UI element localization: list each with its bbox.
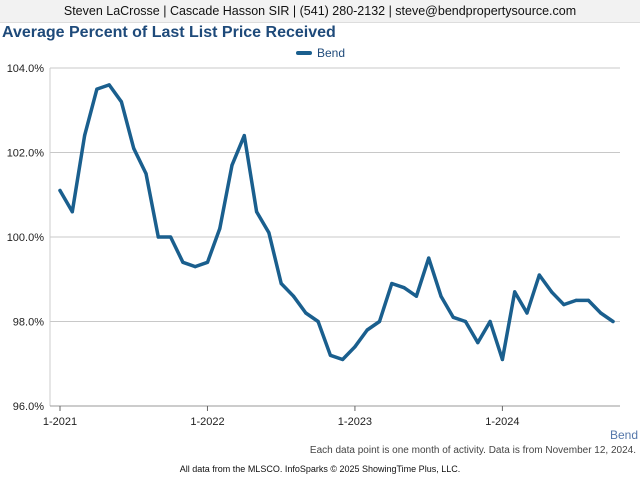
- data-point: [70, 210, 74, 214]
- data-point: [291, 294, 296, 298]
- data-point: [402, 286, 406, 290]
- data-point: [181, 260, 185, 264]
- data-point: [218, 226, 222, 231]
- x-tick-label: 1-2023: [338, 416, 372, 428]
- y-tick-label: 104.0%: [7, 63, 45, 75]
- contact-header: Steven LaCrosse | Cascade Hasson SIR | (…: [0, 0, 640, 23]
- data-point: [463, 319, 468, 324]
- data-note: Each data point is one month of activity…: [309, 445, 636, 456]
- data-point: [451, 315, 455, 319]
- data-point: [132, 146, 136, 150]
- data-point: [427, 256, 431, 260]
- data-point: [537, 273, 541, 277]
- data-point: [488, 319, 492, 324]
- x-tick-label: 1-2021: [43, 416, 77, 428]
- data-point: [390, 281, 394, 286]
- data-point: [83, 134, 87, 138]
- series-line-bend: [58, 83, 615, 362]
- data-point: [328, 353, 332, 357]
- data-point: [574, 298, 578, 302]
- data-point: [500, 357, 504, 362]
- y-tick-label: 102.0%: [7, 148, 45, 160]
- data-point: [525, 311, 529, 315]
- data-point: [377, 319, 382, 324]
- data-point: [562, 303, 566, 307]
- data-point: [586, 298, 591, 302]
- y-tick-label: 100.0%: [7, 232, 45, 244]
- footer-credit: All data from the MLSCO. InfoSparks © 20…: [179, 464, 461, 474]
- data-point: [144, 172, 148, 176]
- data-point: [513, 290, 517, 294]
- data-point: [193, 265, 197, 269]
- data-point: [58, 188, 62, 193]
- data-point: [107, 83, 111, 87]
- y-tick-label: 96.0%: [13, 401, 44, 413]
- data-point: [230, 163, 234, 167]
- data-point: [119, 100, 123, 104]
- data-point: [365, 328, 369, 332]
- data-point: [242, 134, 246, 138]
- data-point: [316, 319, 320, 324]
- x-tick-label: 1-2022: [190, 416, 224, 428]
- data-point: [95, 87, 99, 91]
- data-point: [267, 231, 271, 235]
- data-point: [341, 357, 345, 362]
- x-tick-label: 1-2024: [485, 416, 519, 428]
- data-point: [255, 210, 259, 214]
- data-point: [550, 290, 554, 294]
- data-point: [169, 235, 173, 239]
- series-end-label: Bend: [609, 428, 638, 442]
- data-point: [353, 345, 357, 349]
- data-point: [414, 294, 418, 298]
- data-point: [156, 235, 160, 239]
- data-point: [599, 311, 603, 315]
- data-point: [476, 341, 480, 345]
- legend-label: Bend: [317, 46, 346, 60]
- data-point: [279, 281, 283, 286]
- data-point: [205, 260, 210, 264]
- data-point: [304, 311, 308, 315]
- data-point: [439, 294, 443, 298]
- y-tick-label: 98.0%: [13, 317, 44, 329]
- legend: Bend: [296, 46, 345, 60]
- legend-swatch: [296, 51, 312, 55]
- chart-title: Average Percent of Last List Price Recei…: [2, 24, 336, 41]
- data-point: [611, 319, 615, 324]
